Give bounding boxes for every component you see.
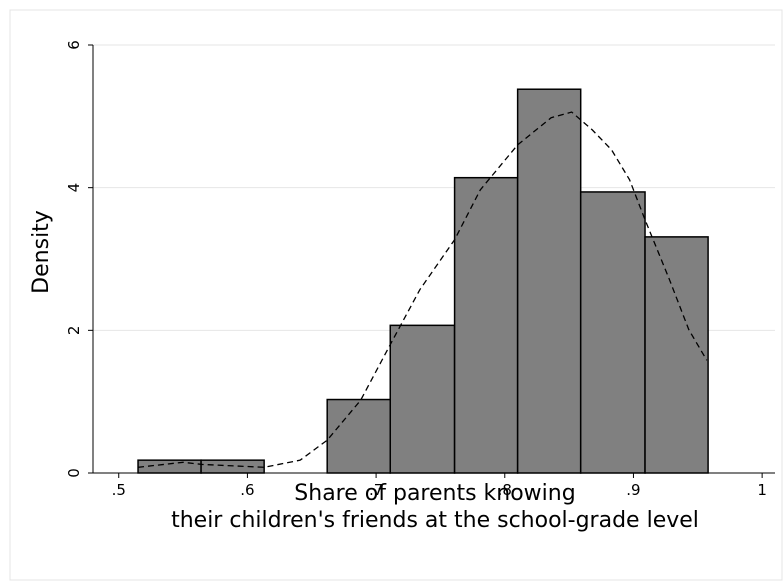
bar [137,459,202,474]
y-tick-label: 4 [65,183,83,193]
x-tick-label: 1 [757,481,767,499]
bar [644,236,709,474]
x-tick-label: .8 [498,481,512,499]
bar [389,324,456,474]
y-tick-label: 2 [65,326,83,336]
x-tick-label: .9 [626,481,640,499]
y-tick-label: 0 [65,468,83,478]
bar [516,88,582,474]
bar [326,398,391,474]
x-tick-label: .6 [240,481,254,499]
x-tick-label: .5 [112,481,126,499]
x-axis-title: their children's friends at the school-g… [171,508,699,533]
y-axis-title: Density [29,210,54,294]
x-axis-title: Share of parents knowing [294,481,575,506]
bar [200,459,265,474]
y-tick-label: 6 [65,40,83,50]
bar [579,191,646,474]
plot-area: 0 2 4 6 .5 .6 .7 .8 .9 1 [65,40,775,499]
density-curve [137,111,708,468]
bar [453,176,519,474]
x-tick-label: .7 [369,481,383,499]
